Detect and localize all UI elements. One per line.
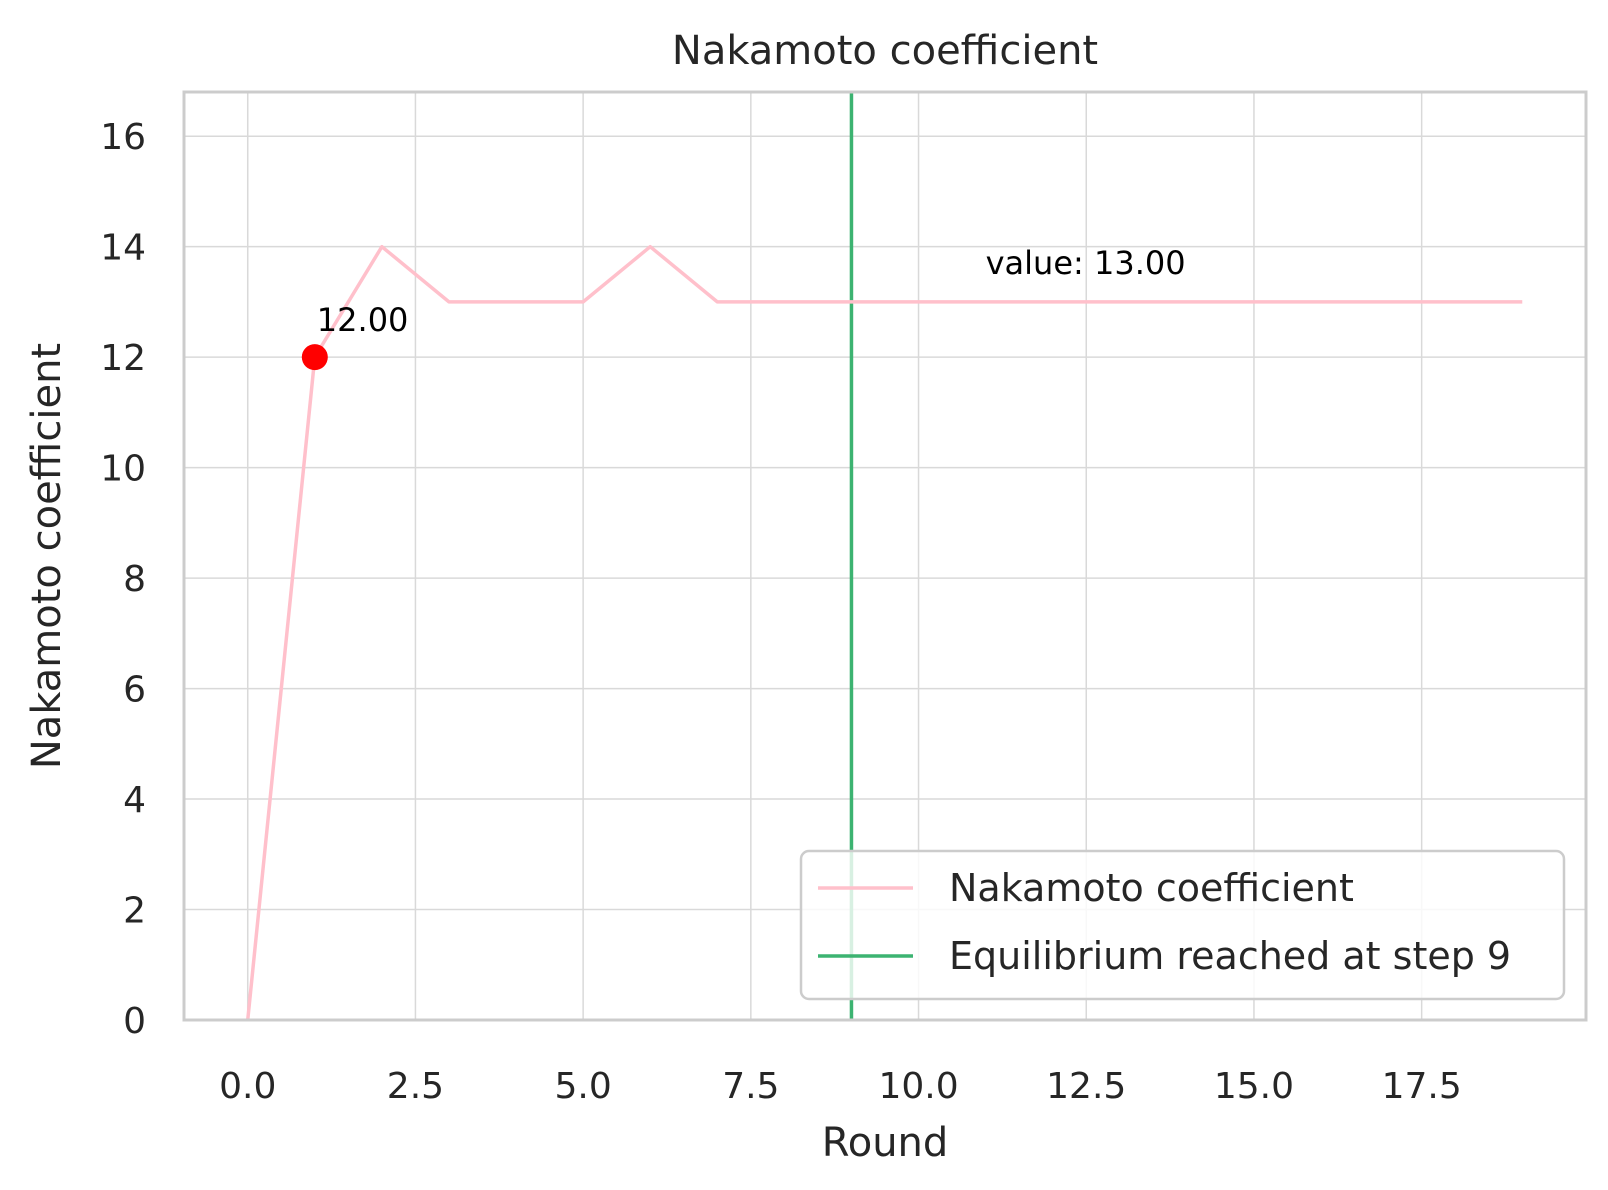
series-line bbox=[245, 244, 1523, 1021]
point-annotation: 12.00 bbox=[317, 301, 409, 339]
y-tick-label: 2 bbox=[123, 891, 146, 932]
x-tick-label: 15.0 bbox=[1214, 1066, 1294, 1107]
annotations: 12.00 value: 13.00 bbox=[317, 244, 1186, 339]
y-tick-label: 14 bbox=[100, 228, 146, 269]
y-tick-label: 0 bbox=[123, 1001, 146, 1042]
x-axis-label: Round bbox=[822, 1120, 949, 1166]
x-tick-label: 2.5 bbox=[387, 1066, 444, 1107]
x-tick-label: 17.5 bbox=[1382, 1066, 1462, 1107]
y-tick-label: 8 bbox=[123, 559, 146, 600]
value-annotation: value: 13.00 bbox=[986, 244, 1186, 282]
y-axis-ticks: 0 2 4 6 8 10 12 14 16 bbox=[100, 117, 146, 1042]
legend: Nakamoto coefficient Equilibrium reached … bbox=[799, 849, 1566, 1001]
x-tick-label: 7.5 bbox=[722, 1066, 779, 1107]
x-tick-label: 10.0 bbox=[878, 1066, 958, 1107]
legend-label: Nakamoto coefficient bbox=[949, 866, 1354, 910]
y-tick-label: 16 bbox=[100, 117, 146, 158]
y-tick-label: 10 bbox=[100, 449, 146, 490]
x-axis-ticks: 0.0 2.5 5.0 7.5 10.0 12.5 15.0 17.5 bbox=[219, 1066, 1462, 1107]
y-tick-label: 12 bbox=[100, 338, 146, 379]
y-tick-label: 6 bbox=[123, 670, 146, 711]
legend-box bbox=[799, 849, 1566, 1001]
x-tick-label: 12.5 bbox=[1046, 1066, 1126, 1107]
chart-title: Nakamoto coefficient bbox=[672, 28, 1098, 74]
series-lines bbox=[245, 244, 1523, 1021]
marked-points bbox=[301, 344, 328, 371]
legend-label: Equilibrium reached at step 9 bbox=[949, 934, 1511, 978]
x-tick-label: 0.0 bbox=[219, 1066, 276, 1107]
y-axis-label: Nakamoto coefficient bbox=[24, 343, 70, 769]
x-tick-label: 5.0 bbox=[555, 1066, 612, 1107]
plot-frame bbox=[182, 90, 1588, 1022]
y-tick-label: 4 bbox=[123, 780, 146, 821]
marked-point bbox=[301, 344, 328, 371]
